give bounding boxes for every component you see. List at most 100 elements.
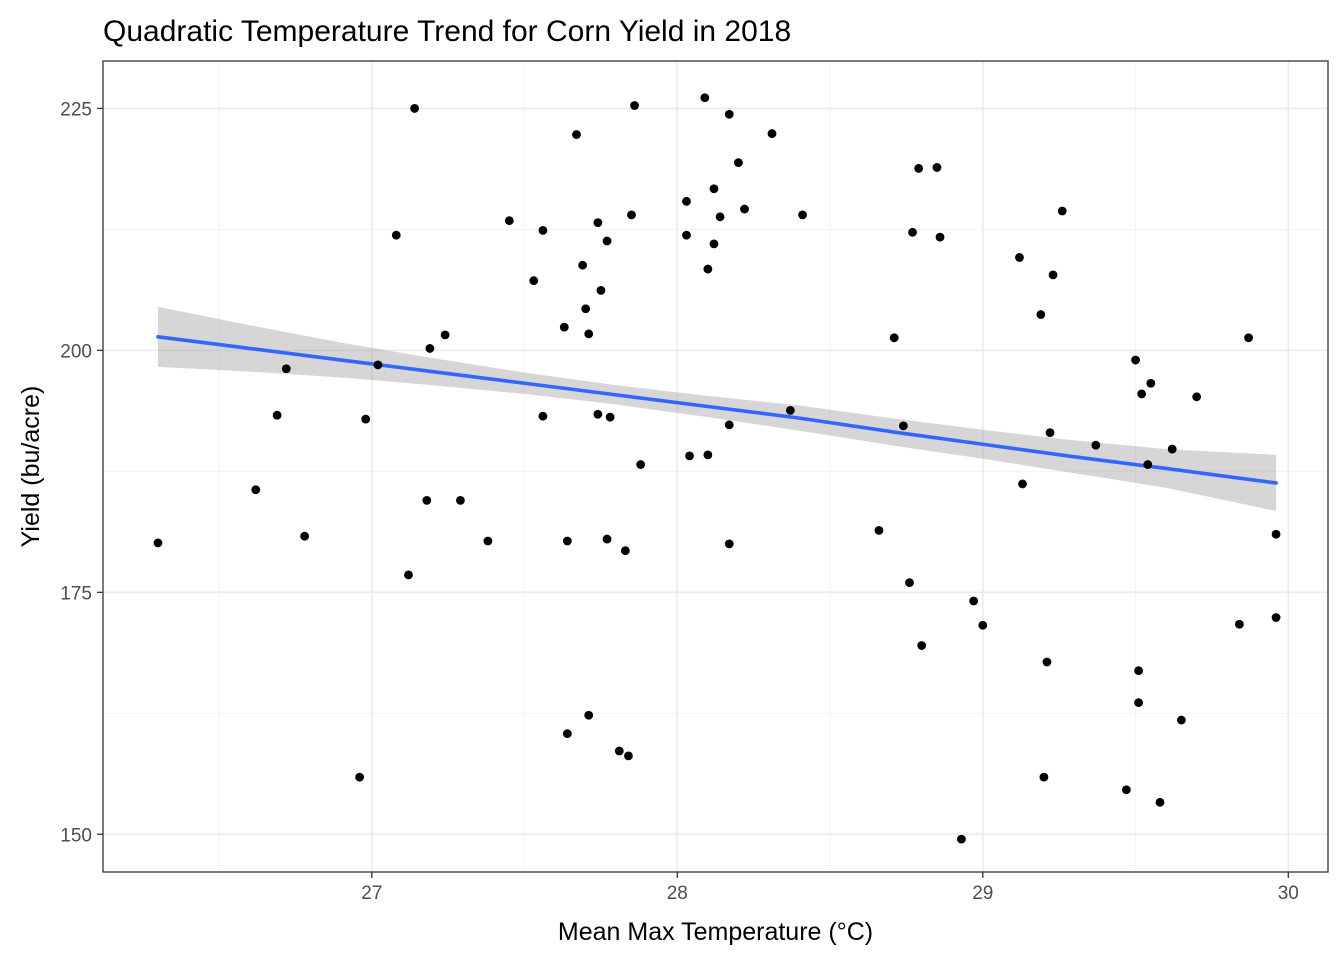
- data-point-71: [1036, 310, 1046, 319]
- data-point-58: [889, 333, 899, 343]
- data-point-84: [1146, 378, 1156, 388]
- data-point-75: [1048, 270, 1058, 280]
- data-point-69: [1015, 253, 1024, 262]
- data-point-50: [724, 420, 734, 430]
- x-tick-label-0: 27: [361, 883, 382, 904]
- data-point-43: [700, 93, 710, 103]
- data-point-91: [1271, 529, 1281, 539]
- data-point-73: [1042, 657, 1052, 667]
- data-point-47: [709, 239, 719, 249]
- data-point-14: [456, 495, 465, 505]
- data-point-62: [914, 164, 924, 173]
- data-point-22: [562, 729, 572, 739]
- panel-border: [102, 60, 1329, 873]
- data-point-11: [422, 495, 432, 505]
- data-point-28: [593, 409, 603, 419]
- data-point-82: [1137, 389, 1147, 399]
- data-point-59: [898, 421, 908, 431]
- data-point-2: [272, 410, 282, 420]
- x-axis: 27 28 29 30: [361, 872, 1299, 904]
- data-point-54: [767, 129, 777, 138]
- grid: [103, 61, 1328, 872]
- data-point-46: [709, 184, 719, 194]
- data-point-57: [874, 525, 884, 535]
- data-point-45: [703, 450, 713, 460]
- y-tick-label-0: 150: [60, 825, 92, 846]
- y-tick-label-2: 200: [60, 341, 92, 362]
- data-point-32: [602, 534, 612, 544]
- x-tick-label-1: 28: [667, 883, 688, 904]
- data-point-33: [605, 412, 615, 422]
- data-point-37: [627, 210, 636, 220]
- data-point-1: [251, 485, 261, 495]
- data-point-25: [581, 304, 591, 314]
- data-point-40: [682, 230, 691, 240]
- data-point-34: [614, 746, 624, 756]
- data-point-51: [724, 539, 734, 549]
- data-point-76: [1057, 206, 1067, 216]
- data-point-9: [404, 570, 413, 580]
- x-tick-label-2: 29: [972, 883, 993, 904]
- data-point-16: [504, 216, 514, 226]
- data-point-63: [917, 641, 927, 650]
- data-point-3: [281, 364, 291, 374]
- data-point-44: [703, 264, 713, 274]
- data-point-38: [630, 101, 639, 110]
- data-point-83: [1143, 460, 1153, 469]
- data-point-61: [908, 227, 917, 237]
- data-point-31: [602, 236, 612, 246]
- data-point-35: [620, 546, 630, 556]
- data-point-90: [1244, 333, 1253, 343]
- data-point-29: [593, 218, 603, 228]
- x-axis-label: Mean Max Temperature (°C): [558, 918, 873, 946]
- data-point-70: [1018, 479, 1027, 489]
- trend-line-layer: [156, 335, 1278, 485]
- data-point-41: [682, 196, 691, 206]
- data-point-15: [483, 536, 493, 546]
- data-point-30: [596, 285, 606, 295]
- y-tick-label-3: 225: [60, 99, 92, 120]
- y-axis: 150 175 200 225: [60, 99, 103, 846]
- data-point-81: [1134, 666, 1143, 676]
- data-point-49: [724, 109, 734, 119]
- data-point-60: [905, 578, 914, 588]
- data-point-56: [798, 210, 807, 220]
- data-point-87: [1176, 715, 1186, 725]
- x-tick-label-3: 30: [1278, 883, 1299, 904]
- data-point-18: [538, 225, 548, 235]
- y-tick-label-1: 175: [60, 583, 92, 604]
- trend-line: [156, 335, 1278, 485]
- points-layer: [153, 93, 1281, 844]
- data-point-20: [559, 322, 569, 332]
- data-point-53: [740, 204, 749, 214]
- data-point-80: [1134, 698, 1143, 708]
- data-point-26: [584, 710, 594, 720]
- data-point-0: [153, 538, 163, 548]
- data-point-12: [425, 344, 435, 353]
- data-point-88: [1192, 392, 1202, 402]
- data-point-72: [1039, 772, 1049, 782]
- data-point-5: [355, 772, 365, 782]
- data-point-66: [957, 834, 966, 844]
- data-point-68: [978, 620, 988, 630]
- data-point-55: [785, 405, 795, 415]
- data-point-23: [572, 130, 581, 139]
- data-point-7: [373, 360, 383, 370]
- data-point-39: [636, 460, 646, 469]
- data-point-17: [529, 276, 539, 286]
- data-point-67: [969, 596, 979, 606]
- data-point-78: [1121, 785, 1131, 795]
- data-point-79: [1131, 355, 1140, 365]
- data-point-86: [1167, 444, 1177, 454]
- data-point-4: [300, 531, 310, 541]
- data-point-64: [932, 163, 942, 172]
- data-point-27: [584, 329, 594, 339]
- data-point-89: [1235, 619, 1244, 629]
- data-point-42: [685, 451, 694, 461]
- data-point-36: [624, 751, 633, 761]
- data-point-77: [1091, 440, 1101, 450]
- data-point-74: [1045, 428, 1055, 438]
- data-point-10: [410, 104, 419, 113]
